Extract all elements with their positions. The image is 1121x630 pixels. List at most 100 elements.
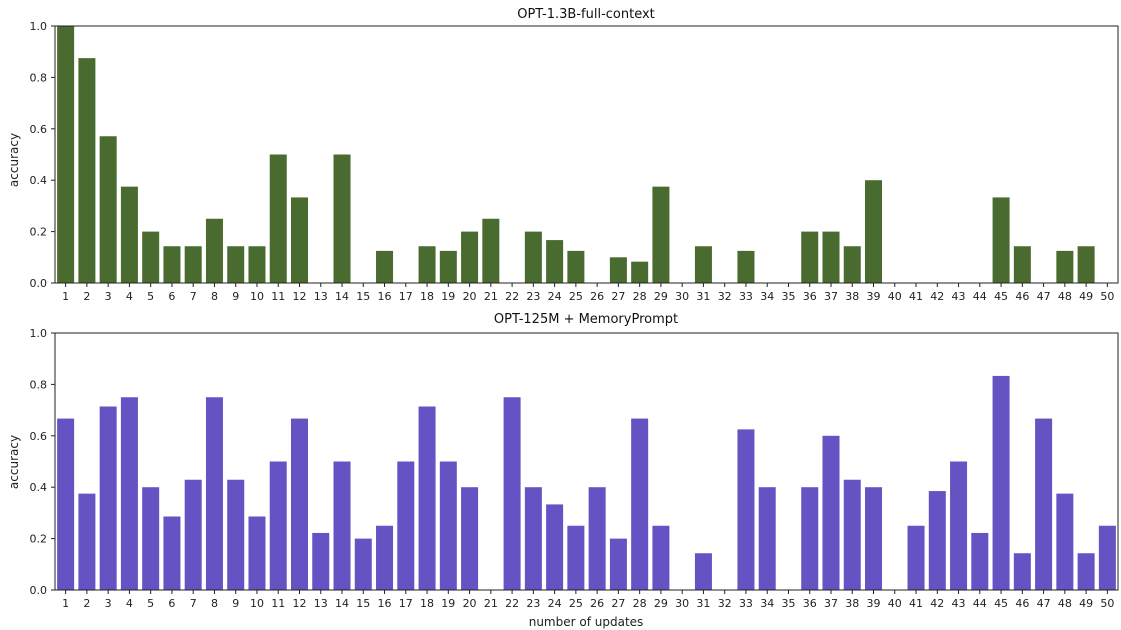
x-tick-label-bottom: 18: [420, 597, 434, 610]
bar-top-12: [290, 197, 308, 283]
bar-bottom-5: [142, 487, 160, 590]
bar-bottom-42: [928, 491, 946, 590]
bar-top-25: [567, 250, 585, 284]
x-tick-label-bottom: 37: [824, 597, 838, 610]
x-tick-label-top: 8: [211, 290, 218, 303]
x-tick-label-top: 12: [292, 290, 306, 303]
x-tick-label-top: 4: [126, 290, 133, 303]
x-tick-label-bottom: 24: [548, 597, 562, 610]
bar-bottom-27: [609, 538, 627, 590]
bar-top-27: [609, 257, 627, 283]
bar-top-24: [546, 240, 564, 283]
bar-top-36: [801, 231, 819, 283]
x-tick-label-top: 38: [845, 290, 859, 303]
x-tick-label-top: 49: [1079, 290, 1093, 303]
x-tick-label-bottom: 1: [62, 597, 69, 610]
x-tick-label-bottom: 49: [1079, 597, 1093, 610]
bar-bottom-17: [397, 461, 415, 590]
x-tick-label-bottom: 33: [739, 597, 753, 610]
x-tick-label-bottom: 27: [611, 597, 625, 610]
bar-top-45: [992, 197, 1010, 283]
y-tick-label-top: 0.4: [30, 174, 48, 187]
bar-top-37: [822, 231, 840, 283]
x-tick-label-bottom: 3: [105, 597, 112, 610]
x-tick-label-bottom: 50: [1100, 597, 1114, 610]
x-tick-label-bottom: 32: [718, 597, 732, 610]
x-tick-label-bottom: 43: [952, 597, 966, 610]
x-tick-label-bottom: 16: [378, 597, 392, 610]
bar-top-3: [99, 136, 117, 283]
bar-top-46: [1013, 246, 1031, 283]
bar-top-39: [865, 180, 883, 283]
bar-bottom-3: [99, 406, 117, 590]
x-tick-label-bottom: 31: [696, 597, 710, 610]
x-tick-label-top: 6: [168, 290, 175, 303]
bar-bottom-36: [801, 487, 819, 590]
y-tick-label-bottom: 0.2: [30, 533, 48, 546]
chart-panel-bottom: OPT-125M + MemoryPrompt accuracy number …: [7, 312, 1119, 629]
x-tick-label-bottom: 47: [1037, 597, 1051, 610]
bar-top-48: [1056, 250, 1074, 284]
x-tick-label-top: 35: [781, 290, 795, 303]
x-tick-label-top: 43: [952, 290, 966, 303]
chart-panel-top: OPT-1.3B-full-context accuracy 0.0 0.2 0.4…: [7, 7, 1119, 303]
x-tick-label-top: 29: [654, 290, 668, 303]
bar-bottom-10: [248, 516, 266, 590]
y-axis-label-top: accuracy: [7, 133, 21, 187]
y-tick-label-bottom: 1.0: [30, 327, 48, 340]
bar-bottom-37: [822, 435, 840, 590]
x-axis-label-bottom: number of updates: [529, 615, 644, 629]
bar-bottom-44: [971, 532, 989, 590]
x-tick-label-top: 46: [1015, 290, 1029, 303]
x-tick-label-bottom: 23: [526, 597, 540, 610]
x-tick-label-bottom: 42: [930, 597, 944, 610]
x-tick-label-top: 31: [696, 290, 710, 303]
x-tick-label-top: 14: [335, 290, 349, 303]
x-tick-label-top: 27: [611, 290, 625, 303]
x-tick-label-bottom: 41: [909, 597, 923, 610]
x-tick-label-bottom: 12: [292, 597, 306, 610]
x-tick-label-top: 42: [930, 290, 944, 303]
bar-bottom-12: [290, 418, 308, 590]
bar-top-21: [482, 218, 500, 283]
x-tick-label-bottom: 4: [126, 597, 133, 610]
bar-bottom-23: [524, 487, 542, 590]
bar-bottom-50: [1098, 525, 1116, 590]
x-tick-label-top: 15: [356, 290, 370, 303]
bar-bottom-28: [631, 418, 649, 590]
x-tick-label-top: 24: [548, 290, 562, 303]
bar-bottom-6: [163, 516, 181, 590]
x-tick-label-top: 28: [633, 290, 647, 303]
bar-bottom-49: [1077, 553, 1095, 590]
bar-bottom-43: [950, 461, 968, 590]
bar-bottom-24: [546, 504, 564, 590]
bar-bottom-31: [694, 553, 712, 590]
bar-bottom-48: [1056, 493, 1074, 591]
x-tick-label-top: 32: [718, 290, 732, 303]
bar-bottom-15: [354, 538, 372, 590]
y-tick-label-bottom: 0.8: [30, 378, 48, 391]
bar-bottom-26: [588, 487, 606, 590]
x-tick-label-top: 22: [505, 290, 519, 303]
x-tick-label-top: 13: [314, 290, 328, 303]
bar-bottom-22: [503, 397, 521, 590]
x-tick-label-top: 7: [190, 290, 197, 303]
bar-bottom-45: [992, 375, 1010, 590]
bar-top-14: [333, 154, 351, 283]
x-tick-label-bottom: 28: [633, 597, 647, 610]
bar-top-23: [524, 231, 542, 283]
y-tick-label-top: 1.0: [30, 20, 48, 33]
x-tick-label-top: 18: [420, 290, 434, 303]
bar-top-7: [184, 246, 202, 283]
bar-bottom-29: [652, 525, 670, 590]
x-tick-label-top: 50: [1100, 290, 1114, 303]
bar-bottom-9: [227, 479, 245, 590]
x-tick-label-top: 2: [83, 290, 90, 303]
x-tick-label-top: 33: [739, 290, 753, 303]
bar-bottom-20: [461, 487, 479, 590]
x-tick-label-bottom: 29: [654, 597, 668, 610]
bar-bottom-25: [567, 525, 585, 590]
chart-title-bottom: OPT-125M + MemoryPrompt: [494, 312, 678, 327]
bar-top-11: [269, 154, 287, 283]
